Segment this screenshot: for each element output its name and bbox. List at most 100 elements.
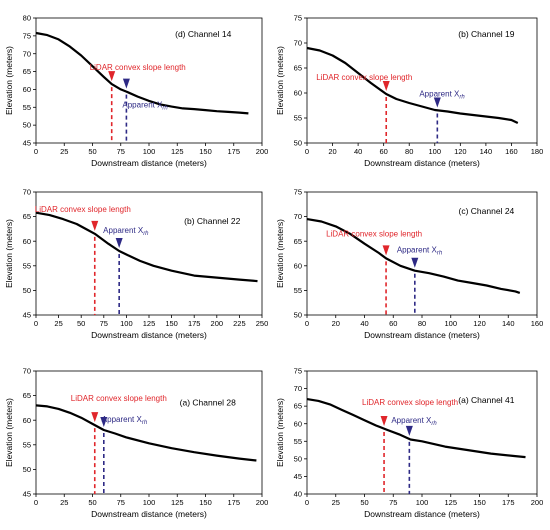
marker-label: Apparent Xrh bbox=[419, 90, 465, 101]
y-tick-label: 55 bbox=[23, 440, 31, 449]
x-tick-label: 225 bbox=[233, 319, 246, 328]
x-tick-label: 125 bbox=[171, 147, 184, 156]
marker-arrow-icon bbox=[91, 220, 99, 231]
y-tick-label: 70 bbox=[294, 39, 302, 48]
x-tick-label: 250 bbox=[256, 319, 269, 328]
y-tick-label: 75 bbox=[294, 14, 302, 23]
y-axis-title: Elevation (meters) bbox=[275, 219, 285, 288]
y-tick-label: 60 bbox=[294, 261, 302, 270]
x-tick-label: 50 bbox=[88, 147, 96, 156]
chart-panel-4: 0 20 40 60 80 100 120 140 160 50 55 60 65 70 75 Downstr… bbox=[275, 188, 543, 340]
x-tick-label: 50 bbox=[77, 319, 85, 328]
x-tick-label: 0 bbox=[34, 498, 38, 507]
marker-arrow-icon bbox=[433, 97, 441, 108]
x-tick-label: 175 bbox=[188, 319, 201, 328]
panel-title: (a) Channel 28 bbox=[180, 397, 237, 407]
marker-label: LiDAR convex slope length bbox=[35, 205, 131, 214]
x-tick-label: 120 bbox=[454, 147, 467, 156]
y-tick-label: 45 bbox=[294, 472, 302, 481]
y-tick-label: 45 bbox=[23, 311, 31, 320]
x-tick-label: 75 bbox=[389, 498, 397, 507]
y-tick-label: 55 bbox=[294, 114, 302, 123]
x-tick-label: 200 bbox=[531, 498, 544, 507]
elevation-profile-line bbox=[306, 218, 521, 294]
panel-title: (a) Channel 41 bbox=[458, 395, 515, 405]
chart-panel-2: 0 20 40 60 80 100 120 140 160 180 50 55 60 65 70 75 Down… bbox=[275, 14, 543, 168]
x-tick-label: 100 bbox=[429, 147, 442, 156]
marker-label: Apparent Xrh bbox=[102, 415, 148, 426]
x-tick-label: 25 bbox=[60, 498, 68, 507]
y-tick-label: 70 bbox=[294, 212, 302, 221]
y-axis-title: Elevation (meters) bbox=[275, 398, 285, 467]
apparent-xrh-marker: Apparent Xrh bbox=[100, 415, 148, 494]
x-tick-label: 60 bbox=[389, 319, 397, 328]
marker-arrow-icon bbox=[100, 417, 108, 428]
y-tick-label: 50 bbox=[23, 121, 31, 130]
marker-arrow-icon bbox=[411, 257, 419, 268]
y-axis-title: Elevation (meters) bbox=[4, 398, 14, 467]
panel-title: (d) Channel 14 bbox=[175, 29, 232, 39]
x-tick-label: 100 bbox=[444, 319, 457, 328]
x-tick-label: 25 bbox=[54, 319, 62, 328]
y-tick-label: 65 bbox=[23, 67, 31, 76]
y-tick-label: 75 bbox=[294, 188, 302, 197]
x-axis-title: Downstream distance (meters) bbox=[364, 509, 480, 519]
apparent-xrh-marker: Apparent Xrh bbox=[397, 246, 443, 315]
y-tick-label: 65 bbox=[294, 64, 302, 73]
marker-label: LiDAR convex slope length bbox=[90, 63, 186, 72]
x-axis-title: Downstream distance (meters) bbox=[91, 509, 207, 519]
x-axis-title: Downstream distance (meters) bbox=[91, 330, 207, 340]
marker-label: Apparent Xrh bbox=[397, 246, 443, 257]
marker-label: LiDAR convex slope length bbox=[316, 73, 412, 82]
marker-arrow-icon bbox=[115, 238, 123, 249]
y-tick-label: 60 bbox=[294, 419, 302, 428]
y-axis-title: Elevation (meters) bbox=[275, 46, 285, 115]
x-tick-label: 0 bbox=[305, 319, 309, 328]
x-tick-label: 120 bbox=[473, 319, 486, 328]
x-tick-label: 160 bbox=[531, 319, 544, 328]
y-tick-label: 75 bbox=[23, 31, 31, 40]
y-tick-label: 60 bbox=[23, 416, 31, 425]
chart-panel-6: 0 25 50 75 100 125 150 175 200 40 45 50 55 60 65 70 75 Do… bbox=[275, 367, 543, 519]
x-tick-label: 125 bbox=[143, 319, 156, 328]
x-tick-label: 140 bbox=[502, 319, 515, 328]
y-tick-label: 50 bbox=[294, 311, 302, 320]
marker-arrow-icon bbox=[405, 425, 413, 436]
x-tick-label: 125 bbox=[171, 498, 184, 507]
y-tick-label: 65 bbox=[23, 391, 31, 400]
marker-arrow-icon bbox=[380, 415, 388, 426]
x-tick-label: 40 bbox=[354, 147, 362, 156]
y-tick-label: 55 bbox=[294, 286, 302, 295]
x-tick-label: 100 bbox=[143, 498, 156, 507]
x-tick-label: 175 bbox=[502, 498, 515, 507]
x-tick-label: 0 bbox=[34, 319, 38, 328]
x-tick-label: 20 bbox=[328, 147, 336, 156]
x-tick-label: 125 bbox=[444, 498, 457, 507]
y-tick-label: 50 bbox=[294, 454, 302, 463]
y-tick-label: 45 bbox=[23, 490, 31, 499]
chart-panel-1: 0 25 50 75 100 125 150 175 200 45 50 55 60 65 70 75 80 Do… bbox=[4, 14, 268, 168]
x-tick-label: 175 bbox=[227, 147, 240, 156]
x-tick-label: 80 bbox=[405, 147, 413, 156]
y-tick-label: 40 bbox=[294, 490, 302, 499]
y-axis-title: Elevation (meters) bbox=[4, 219, 14, 288]
x-tick-label: 140 bbox=[480, 147, 493, 156]
marker-label: Apparent Xrh bbox=[122, 101, 168, 112]
x-tick-label: 200 bbox=[256, 498, 269, 507]
x-tick-label: 175 bbox=[227, 498, 240, 507]
marker-arrow-icon bbox=[91, 412, 99, 423]
marker-label: Apparent Xrh bbox=[391, 416, 437, 427]
panel-title: (c) Channel 24 bbox=[459, 206, 515, 216]
y-tick-label: 45 bbox=[23, 139, 31, 148]
elevation-profile-line bbox=[35, 31, 249, 115]
y-tick-label: 60 bbox=[23, 237, 31, 246]
y-tick-label: 70 bbox=[23, 367, 31, 376]
marker-arrow-icon bbox=[108, 71, 116, 82]
x-tick-label: 160 bbox=[505, 147, 518, 156]
x-tick-label: 25 bbox=[332, 498, 340, 507]
apparent-xrh-marker: Apparent Xrh bbox=[419, 90, 465, 143]
x-tick-label: 0 bbox=[305, 147, 309, 156]
x-tick-label: 50 bbox=[88, 498, 96, 507]
y-tick-label: 65 bbox=[294, 402, 302, 411]
chart-panel-3: 0 25 50 75 100 125 150 175 200 225 250 45 50 55 60 65 70… bbox=[4, 188, 268, 340]
